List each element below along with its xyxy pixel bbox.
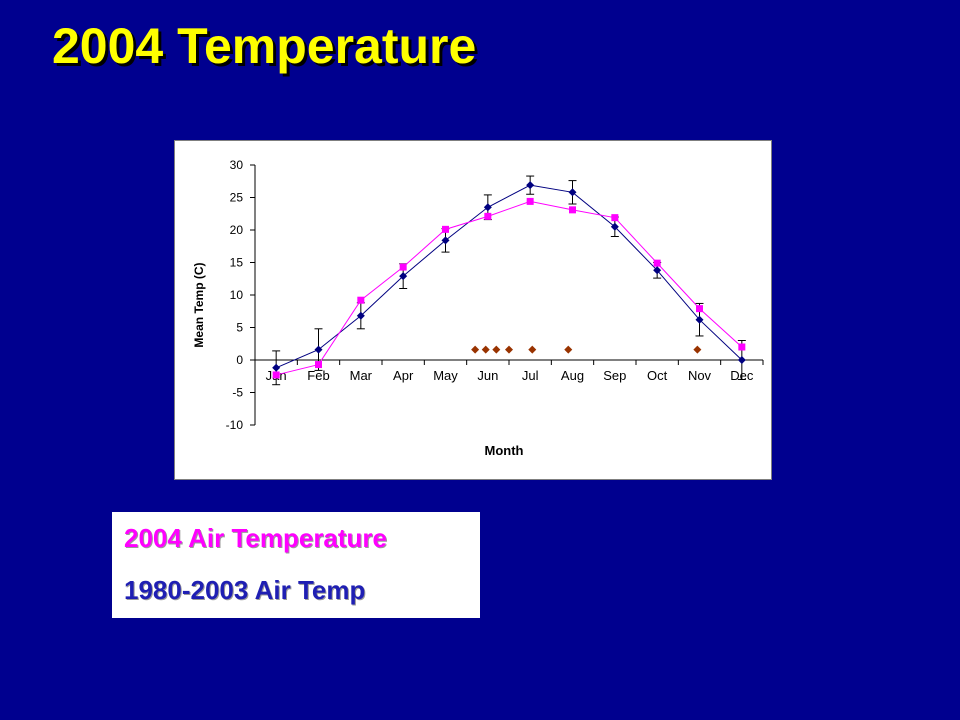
x-tick-label: Apr — [393, 368, 414, 383]
y-tick-label: -10 — [226, 418, 244, 432]
point-1980-2003 — [399, 272, 408, 281]
point-1980-2003 — [483, 203, 492, 212]
chart-svg: -10-5051015202530JanFebMarAprMayJunJulAu… — [192, 158, 764, 458]
chart-axes: -10-5051015202530JanFebMarAprMayJunJulAu… — [226, 158, 764, 432]
point-extra-marker — [492, 345, 501, 354]
y-tick-label: 20 — [230, 223, 244, 237]
legend-box: 2004 Air Temperature 1980-2003 Air Temp — [112, 512, 480, 618]
point-1980-2003 — [356, 311, 365, 320]
point-2004 — [696, 305, 703, 313]
y-tick-label: -5 — [232, 386, 243, 400]
point-extra-marker — [528, 345, 537, 354]
point-2004 — [653, 259, 661, 267]
point-2004 — [272, 371, 280, 379]
chart-marks — [272, 175, 746, 386]
y-tick-label: 15 — [230, 256, 244, 270]
x-tick-label: Jun — [477, 368, 498, 383]
y-tick-label: 25 — [230, 191, 244, 205]
point-2004 — [526, 197, 534, 205]
point-2004 — [484, 212, 492, 220]
point-2004 — [315, 361, 322, 369]
series-line-1980-2003 — [275, 184, 743, 369]
point-2004 — [611, 214, 619, 222]
x-tick-label: Oct — [647, 368, 668, 383]
point-1980-2003 — [526, 181, 535, 190]
point-1980-2003 — [441, 236, 450, 245]
series-line-2004 — [276, 200, 743, 376]
point-extra-marker — [693, 345, 702, 354]
point-extra-marker — [505, 345, 513, 354]
x-tick-label: Feb — [307, 368, 329, 383]
x-axis-label: Month — [485, 443, 524, 458]
legend-entry-1980-2003: 1980-2003 Air Temp — [124, 575, 366, 605]
slide-title: 2004 Temperature — [52, 18, 477, 74]
point-extra-marker — [471, 345, 480, 354]
point-2004 — [738, 343, 746, 351]
point-2004 — [569, 206, 576, 214]
y-tick-label: 30 — [230, 158, 244, 172]
temperature-chart: -10-5051015202530JanFebMarAprMayJunJulAu… — [174, 140, 772, 480]
x-tick-label: May — [433, 368, 458, 383]
x-tick-label: Nov — [688, 368, 712, 383]
x-tick-label: Sep — [603, 368, 626, 383]
point-1980-2003 — [610, 222, 619, 231]
point-1980-2003 — [314, 345, 323, 354]
y-tick-label: 5 — [236, 321, 243, 335]
x-tick-label: Mar — [350, 368, 373, 383]
x-tick-label: Aug — [561, 368, 584, 383]
x-tick-label: Jul — [522, 368, 539, 383]
y-tick-label: 10 — [230, 288, 244, 302]
point-1980-2003 — [695, 315, 704, 324]
point-1980-2003 — [272, 363, 281, 372]
point-2004 — [442, 225, 449, 233]
y-tick-label: 0 — [236, 353, 243, 367]
point-1980-2003 — [568, 188, 577, 197]
point-extra-marker — [481, 345, 490, 354]
point-2004 — [357, 296, 365, 304]
y-axis-label: Mean Temp (C) — [192, 262, 206, 347]
legend-entry-2004: 2004 Air Temperature — [124, 523, 388, 553]
point-1980-2003 — [653, 266, 662, 275]
point-extra-marker — [564, 345, 573, 354]
point-1980-2003 — [737, 356, 746, 364]
point-2004 — [399, 263, 407, 271]
